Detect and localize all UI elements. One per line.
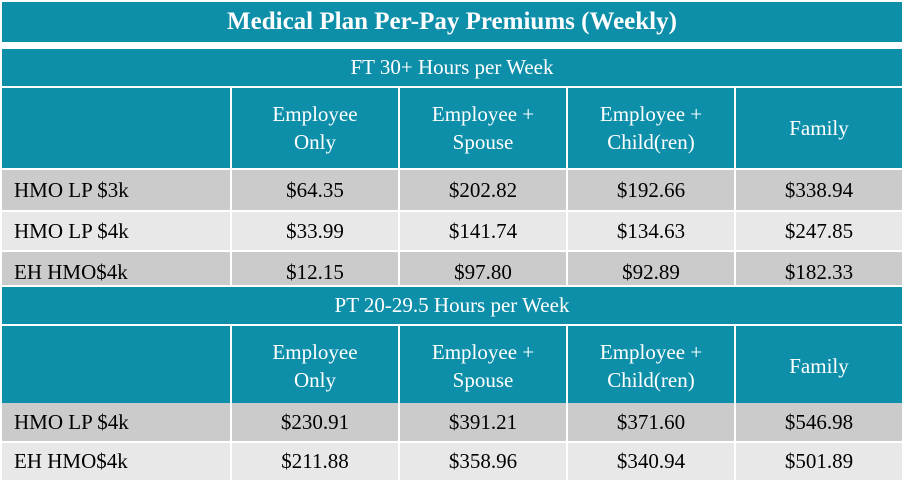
column-header-label: Employee + Spouse xyxy=(431,102,535,154)
table-row: HMO LP $4k $230.91 $391.21 $371.60 $546.… xyxy=(2,403,902,441)
column-header-employee-children: Employee + Child(ren) xyxy=(566,326,734,406)
column-header-employee-only: Employee Only xyxy=(230,88,398,168)
plan-name-cell: HMO LP $4k xyxy=(14,409,129,434)
column-header-employee-spouse: Employee + Spouse xyxy=(398,326,566,406)
premium-cell: $92.89 xyxy=(566,252,734,285)
column-header-label: Family xyxy=(789,354,849,378)
table-row: HMO LP $3k $64.35 $202.82 $192.66 $338.9… xyxy=(2,170,902,210)
plan-name-cell: HMO LP $4k xyxy=(14,218,129,243)
premium-cell: $247.85 xyxy=(734,212,902,250)
section-heading-pt: PT 20-29.5 Hours per Week xyxy=(2,287,902,324)
premium-cell: $64.35 xyxy=(230,170,398,210)
column-header-plan xyxy=(2,88,230,168)
column-header-family: Family xyxy=(734,326,902,406)
premium-cell: $338.94 xyxy=(734,170,902,210)
column-header-label: Family xyxy=(789,116,849,140)
table-row: EH HMO$4k $211.88 $358.96 $340.94 $501.8… xyxy=(2,443,902,480)
premium-cell: $371.60 xyxy=(566,403,734,441)
premium-cell: $12.15 xyxy=(230,252,398,285)
premium-cell: $546.98 xyxy=(734,403,902,441)
column-header-label: Employee Only xyxy=(272,340,358,392)
plan-name-cell: EH HMO$4k xyxy=(14,449,128,473)
column-header-label: Employee + Child(ren) xyxy=(599,102,703,154)
premium-cell: $340.94 xyxy=(566,443,734,480)
premium-cell: $202.82 xyxy=(398,170,566,210)
table-row: EH HMO$4k $12.15 $97.80 $92.89 $182.33 xyxy=(2,252,902,285)
table-title: Medical Plan Per-Pay Premiums (Weekly) xyxy=(2,2,902,42)
premium-cell: $230.91 xyxy=(230,403,398,441)
premium-cell: $134.63 xyxy=(566,212,734,250)
column-header-employee-spouse: Employee + Spouse xyxy=(398,88,566,168)
premium-cell: $391.21 xyxy=(398,403,566,441)
premium-cell: $501.89 xyxy=(734,443,902,480)
column-header-label: Employee + Spouse xyxy=(431,340,535,392)
plan-name-cell: EH HMO$4k xyxy=(14,260,128,284)
column-header-plan xyxy=(2,326,230,406)
column-header-label: Employee + Child(ren) xyxy=(599,340,703,392)
premium-cell: $33.99 xyxy=(230,212,398,250)
column-header-employee-children: Employee + Child(ren) xyxy=(566,88,734,168)
column-header-employee-only: Employee Only xyxy=(230,326,398,406)
premium-cell: $141.74 xyxy=(398,212,566,250)
premium-cell: $97.80 xyxy=(398,252,566,285)
table-row: HMO LP $4k $33.99 $141.74 $134.63 $247.8… xyxy=(2,212,902,250)
premium-cell: $182.33 xyxy=(734,252,902,285)
plan-name-cell: HMO LP $3k xyxy=(14,177,129,202)
column-header-label: Employee Only xyxy=(272,102,358,154)
column-header-row-ft: Employee Only Employee + Spouse Employee… xyxy=(2,88,902,168)
premium-cell: $211.88 xyxy=(230,443,398,480)
section-heading-ft: FT 30+ Hours per Week xyxy=(2,49,902,86)
column-header-family: Family xyxy=(734,88,902,168)
column-header-row-pt: Employee Only Employee + Spouse Employee… xyxy=(2,326,902,406)
premium-cell: $192.66 xyxy=(566,170,734,210)
premium-cell: $358.96 xyxy=(398,443,566,480)
